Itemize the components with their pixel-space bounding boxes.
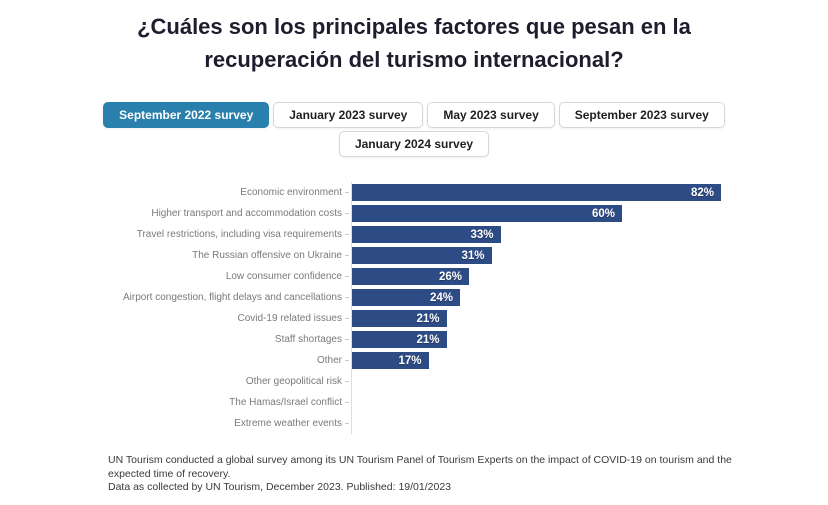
- bar-the-russian-offensive-on-ukraine[interactable]: 31%: [352, 247, 492, 264]
- bar-track: 33%: [351, 224, 802, 245]
- bar-value-label: 33%: [470, 228, 494, 241]
- bar-track: 21%: [351, 308, 802, 329]
- axis-tick-dash: [345, 255, 349, 256]
- category-label: Travel restrictions, including visa requ…: [136, 229, 342, 240]
- tab-january-2024-survey[interactable]: January 2024 survey: [338, 131, 490, 157]
- survey-tabs-row-2: January 2024 survey: [338, 131, 490, 157]
- axis-tick: [342, 413, 351, 434]
- bar-track: [351, 392, 802, 413]
- bar-low-consumer-confidence[interactable]: 26%: [352, 268, 469, 285]
- axis-tick: [342, 371, 351, 392]
- bar-value-label: 31%: [461, 249, 485, 262]
- bar-higher-transport-and-accommodation-costs[interactable]: 60%: [352, 205, 622, 222]
- bar-track: 31%: [351, 245, 802, 266]
- axis-tick-dash: [345, 234, 349, 235]
- bar-track: 21%: [351, 329, 802, 350]
- bar-track: [351, 413, 802, 434]
- bar-travel-restrictions-including-visa-requirements[interactable]: 33%: [352, 226, 501, 243]
- tab-september-2023-survey[interactable]: September 2023 survey: [558, 102, 725, 128]
- axis-tick-dash: [345, 402, 349, 403]
- axis-tick-dash: [345, 318, 349, 319]
- axis-tick: [342, 329, 351, 350]
- axis-tick: [342, 224, 351, 245]
- tab-january-2023-survey[interactable]: January 2023 survey: [273, 102, 424, 128]
- bar-airport-congestion-flight-delays-and-cancellations[interactable]: 24%: [352, 289, 460, 306]
- category-label: Airport congestion, flight delays and ca…: [122, 292, 342, 303]
- bar-value-label: 21%: [416, 312, 440, 325]
- bar-track: 17%: [351, 350, 802, 371]
- bar-covid-19-related-issues[interactable]: 21%: [352, 310, 447, 327]
- bar-row: Other geopolitical risk: [107, 371, 828, 392]
- tab-may-2023-survey[interactable]: May 2023 survey: [427, 102, 555, 128]
- bar-chart: Economic environment 82% Higher transport …: [0, 182, 828, 434]
- axis-tick: [342, 245, 351, 266]
- bar-row: Travel restrictions, including visa requ…: [107, 224, 828, 245]
- axis-tick: [342, 392, 351, 413]
- bar-value-label: 82%: [690, 186, 714, 199]
- axis-tick-dash: [345, 213, 349, 214]
- tab-september-2022-survey[interactable]: September 2022 survey: [103, 102, 270, 128]
- category-label: The Hamas/Israel conflict: [229, 397, 342, 408]
- category-label: Staff shortages: [274, 334, 342, 345]
- axis-tick-dash: [345, 192, 349, 193]
- survey-tabs: September 2022 survey January 2023 survey…: [0, 102, 828, 157]
- bar-track: 24%: [351, 287, 802, 308]
- bar-value-label: 26%: [438, 270, 462, 283]
- source-note-line-1: UN Tourism conducted a global survey amo…: [108, 454, 732, 466]
- survey-tabs-row-1: September 2022 survey January 2023 survey…: [103, 102, 725, 128]
- bar-row: Other 17%: [107, 350, 828, 371]
- bar-row: Extreme weather events: [107, 413, 828, 434]
- bar-other[interactable]: 17%: [352, 352, 429, 369]
- page-title: ¿Cuáles son los principales factores que…: [0, 0, 828, 76]
- axis-tick: [342, 266, 351, 287]
- category-label: Other geopolitical risk: [245, 376, 342, 387]
- axis-tick: [342, 203, 351, 224]
- bar-row: Higher transport and accommodation costs…: [107, 203, 828, 224]
- category-label: Other: [316, 355, 342, 366]
- axis-tick: [342, 287, 351, 308]
- axis-tick-dash: [345, 276, 349, 277]
- bar-track: 82%: [351, 182, 802, 203]
- category-label: Higher transport and accommodation costs: [151, 208, 342, 219]
- axis-tick-dash: [345, 339, 349, 340]
- bar-economic-environment[interactable]: 82%: [352, 184, 721, 201]
- bar-track: 26%: [351, 266, 802, 287]
- bar-value-label: 17%: [398, 354, 422, 367]
- page-title-line-1: ¿Cuáles son los principales factores que…: [137, 14, 691, 39]
- bar-row: Economic environment 82%: [107, 182, 828, 203]
- page-title-line-2: recuperación del turismo internacional?: [204, 47, 624, 72]
- category-label: Low consumer confidence: [225, 271, 342, 282]
- bar-value-label: 60%: [591, 207, 615, 220]
- axis-tick-dash: [345, 381, 349, 382]
- category-label: Covid-19 related issues: [237, 313, 343, 324]
- axis-tick: [342, 182, 351, 203]
- axis-tick-dash: [345, 423, 349, 424]
- axis-tick-dash: [345, 297, 349, 298]
- source-note-line-3: Data as collected by UN Tourism, Decembe…: [108, 481, 451, 493]
- bar-track: [351, 371, 802, 392]
- axis-tick-dash: [345, 360, 349, 361]
- bar-staff-shortages[interactable]: 21%: [352, 331, 447, 348]
- source-note: UN Tourism conducted a global survey amo…: [108, 454, 828, 495]
- bar-track: 60%: [351, 203, 802, 224]
- bar-row: Low consumer confidence 26%: [107, 266, 828, 287]
- bar-row: The Hamas/Israel conflict: [107, 392, 828, 413]
- bar-value-label: 24%: [429, 291, 453, 304]
- category-label: Economic environment: [240, 187, 342, 198]
- source-note-line-2: expected time of recovery.: [108, 467, 231, 480]
- bar-row: Airport congestion, flight delays and ca…: [107, 287, 828, 308]
- axis-tick: [342, 308, 351, 329]
- bar-row: Staff shortages 21%: [107, 329, 828, 350]
- category-label: Extreme weather events: [234, 418, 342, 429]
- bar-row: Covid-19 related issues 21%: [107, 308, 828, 329]
- bar-row: The Russian offensive on Ukraine 31%: [107, 245, 828, 266]
- axis-tick: [342, 350, 351, 371]
- category-label: The Russian offensive on Ukraine: [192, 250, 342, 261]
- bar-value-label: 21%: [416, 333, 440, 346]
